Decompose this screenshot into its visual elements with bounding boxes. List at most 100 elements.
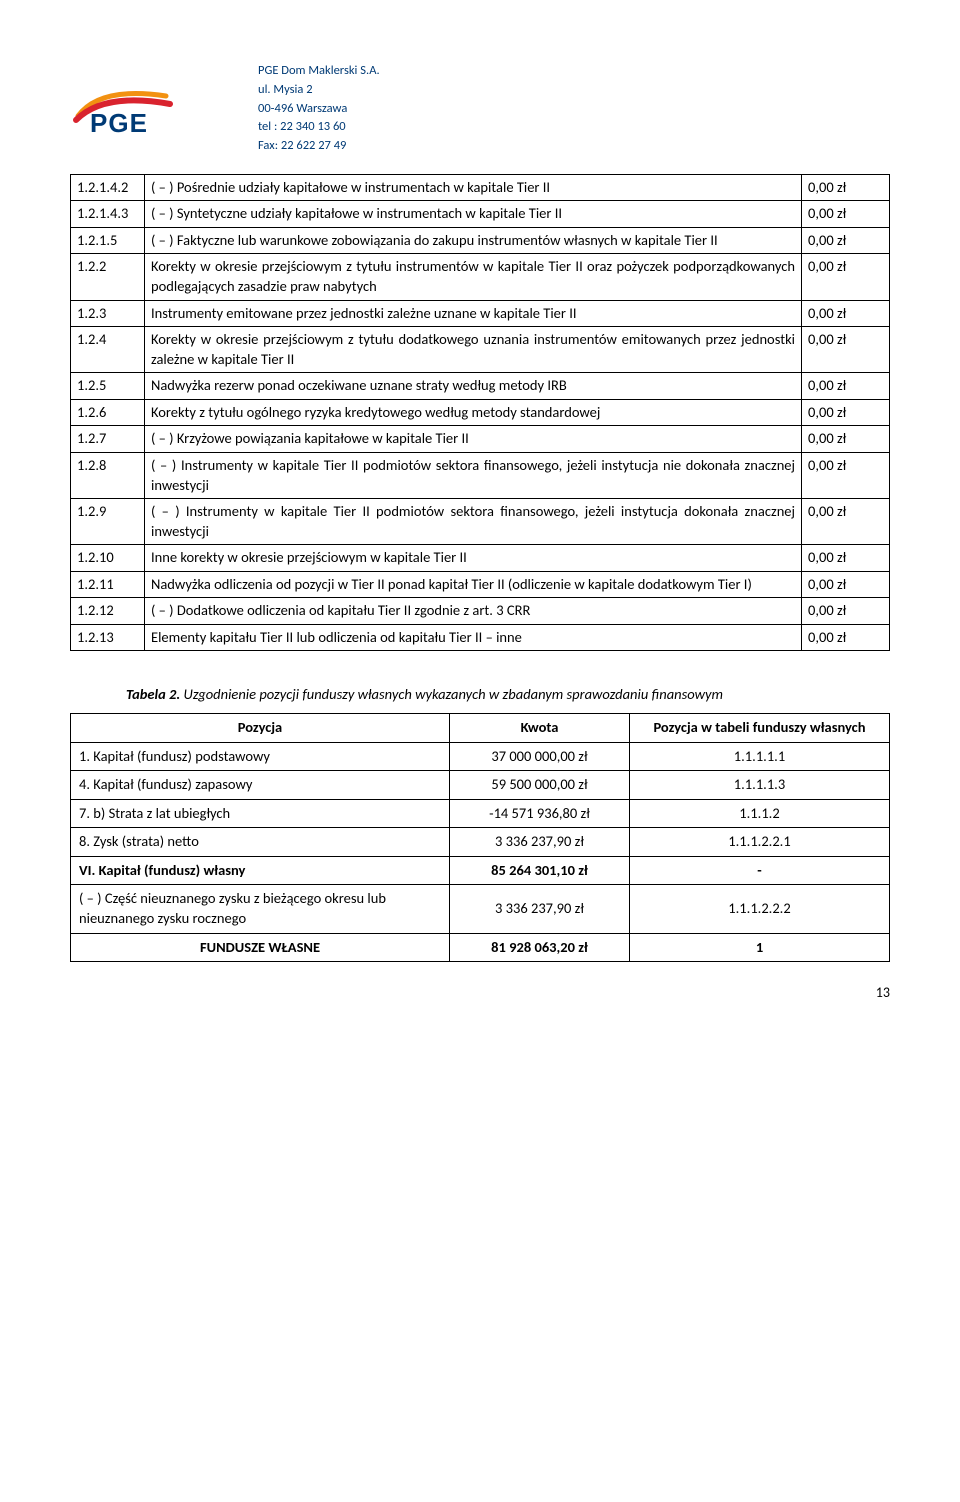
page-number: 13 — [70, 984, 890, 1003]
row-number: 1.2.7 — [71, 426, 145, 453]
table-row: 1.2.6Korekty z tytułu ogólnego ryzyka kr… — [71, 399, 890, 426]
recon-kwota: 85 264 301,10 zł — [450, 856, 630, 885]
recon-pozycja: 8. Zysk (strata) netto — [71, 828, 450, 857]
row-number: 1.2.6 — [71, 399, 145, 426]
table-row: 7. b) Strata z lat ubiegłych-14 571 936,… — [71, 799, 890, 828]
table-row: VI. Kapitał (fundusz) własny85 264 301,1… — [71, 856, 890, 885]
table-row: 1.2.2Korekty w okresie przejściowym z ty… — [71, 254, 890, 300]
recon-pozycja: 7. b) Strata z lat ubiegłych — [71, 799, 450, 828]
table-row: 1.2.8( – ) Instrumenty w kapitale Tier I… — [71, 452, 890, 498]
row-amount: 0,00 zł — [802, 254, 890, 300]
recon-ref: 1.1.1.1.1 — [630, 742, 890, 771]
row-amount: 0,00 zł — [802, 174, 890, 201]
recon-ref: 1 — [630, 933, 890, 962]
recon-pozycja: VI. Kapitał (fundusz) własny — [71, 856, 450, 885]
recon-kwota: 81 928 063,20 zł — [450, 933, 630, 962]
caption-label: Tabela 2. — [126, 685, 180, 703]
recon-kwota: 3 336 237,90 zł — [450, 828, 630, 857]
table-row: 1.2.9( – ) Instrumenty w kapitale Tier I… — [71, 499, 890, 545]
row-amount: 0,00 zł — [802, 545, 890, 572]
table2-caption: Tabela 2. Uzgodnienie pozycji funduszy w… — [70, 685, 890, 705]
tier2-table: 1.2.1.4.2( – ) Pośrednie udziały kapitał… — [70, 174, 890, 652]
recon-pozycja: ( – ) Część nieuznanego zysku z bieżąceg… — [71, 885, 450, 933]
row-description: ( – ) Instrumenty w kapitale Tier II pod… — [145, 499, 802, 545]
row-amount: 0,00 zł — [802, 426, 890, 453]
reconciliation-table: Pozycja Kwota Pozycja w tabeli funduszy … — [70, 713, 890, 962]
table-row: 1.2.7( – ) Krzyżowe powiązania kapitałow… — [71, 426, 890, 453]
row-number: 1.2.12 — [71, 598, 145, 625]
row-number: 1.2.1.4.3 — [71, 201, 145, 228]
row-description: ( – ) Pośrednie udziały kapitałowe w ins… — [145, 174, 802, 201]
recon-ref: 1.1.1.2 — [630, 799, 890, 828]
row-amount: 0,00 zł — [802, 300, 890, 327]
row-amount: 0,00 zł — [802, 499, 890, 545]
row-description: Inne korekty w okresie przejściowym w ka… — [145, 545, 802, 572]
row-description: ( – ) Faktyczne lub warunkowe zobowiązan… — [145, 227, 802, 254]
table-row: 1.2.4Korekty w okresie przejściowym z ty… — [71, 327, 890, 373]
recon-ref: 1.1.1.2.2.1 — [630, 828, 890, 857]
caption-text: Uzgodnienie pozycji funduszy własnych wy… — [180, 685, 723, 703]
table-row: 4. Kapitał (fundusz) zapasowy59 500 000,… — [71, 771, 890, 800]
table-row: 1.2.3Instrumenty emitowane przez jednost… — [71, 300, 890, 327]
street: ul. Mysia 2 — [258, 81, 380, 100]
company-name: PGE Dom Maklerski S.A. — [258, 62, 380, 81]
recon-pozycja: 4. Kapitał (fundusz) zapasowy — [71, 771, 450, 800]
row-description: Nadwyżka odliczenia od pozycji w Tier II… — [145, 571, 802, 598]
table-row: ( – ) Część nieuznanego zysku z bieżąceg… — [71, 885, 890, 933]
row-description: ( – ) Dodatkowe odliczenia od kapitału T… — [145, 598, 802, 625]
row-description: Korekty w okresie przejściowym z tytułu … — [145, 254, 802, 300]
table-row: 1.2.12( – ) Dodatkowe odliczenia od kapi… — [71, 598, 890, 625]
row-number: 1.2.3 — [71, 300, 145, 327]
row-amount: 0,00 zł — [802, 327, 890, 373]
row-number: 1.2.1.5 — [71, 227, 145, 254]
row-description: Korekty z tytułu ogólnego ryzyka kredyto… — [145, 399, 802, 426]
row-amount: 0,00 zł — [802, 452, 890, 498]
row-number: 1.2.2 — [71, 254, 145, 300]
row-amount: 0,00 zł — [802, 399, 890, 426]
table-row: 1.2.1.4.2( – ) Pośrednie udziały kapitał… — [71, 174, 890, 201]
row-amount: 0,00 zł — [802, 373, 890, 400]
row-number: 1.2.4 — [71, 327, 145, 373]
recon-ref: 1.1.1.1.3 — [630, 771, 890, 800]
recon-kwota: -14 571 936,80 zł — [450, 799, 630, 828]
row-description: Instrumenty emitowane przez jednostki za… — [145, 300, 802, 327]
recon-ref: 1.1.1.2.2.2 — [630, 885, 890, 933]
row-number: 1.2.13 — [71, 624, 145, 651]
table-row: 8. Zysk (strata) netto3 336 237,90 zł1.1… — [71, 828, 890, 857]
table-row: 1. Kapitał (fundusz) podstawowy37 000 00… — [71, 742, 890, 771]
row-amount: 0,00 zł — [802, 201, 890, 228]
recon-pozycja: FUNDUSZE WŁASNE — [71, 933, 450, 962]
recon-ref: - — [630, 856, 890, 885]
city: 00-496 Warszawa — [258, 100, 380, 119]
row-amount: 0,00 zł — [802, 227, 890, 254]
row-amount: 0,00 zł — [802, 598, 890, 625]
row-description: ( – ) Syntetyczne udziały kapitałowe w i… — [145, 201, 802, 228]
row-number: 1.2.5 — [71, 373, 145, 400]
row-amount: 0,00 zł — [802, 624, 890, 651]
row-number: 1.2.1.4.2 — [71, 174, 145, 201]
recon-kwota: 3 336 237,90 zł — [450, 885, 630, 933]
fax: Fax: 22 622 27 49 — [258, 137, 380, 156]
table-row: FUNDUSZE WŁASNE81 928 063,20 zł1 — [71, 933, 890, 962]
address-block: PGE Dom Maklerski S.A. ul. Mysia 2 00-49… — [258, 62, 380, 156]
letterhead: PGE PGE Dom Maklerski S.A. ul. Mysia 2 0… — [70, 40, 890, 156]
svg-text:PGE: PGE — [90, 108, 148, 138]
row-number: 1.2.8 — [71, 452, 145, 498]
logo: PGE — [70, 80, 188, 138]
table-row: 1.2.1.4.3( – ) Syntetyczne udziały kapit… — [71, 201, 890, 228]
row-description: Elementy kapitału Tier II lub odliczenia… — [145, 624, 802, 651]
row-description: Nadwyżka rezerw ponad oczekiwane uznane … — [145, 373, 802, 400]
recon-kwota: 37 000 000,00 zł — [450, 742, 630, 771]
row-description: ( – ) Krzyżowe powiązania kapitałowe w k… — [145, 426, 802, 453]
recon-header-pozycja: Pozycja — [71, 714, 450, 743]
recon-kwota: 59 500 000,00 zł — [450, 771, 630, 800]
table-row: 1.2.1.5( – ) Faktyczne lub warunkowe zob… — [71, 227, 890, 254]
row-number: 1.2.11 — [71, 571, 145, 598]
row-amount: 0,00 zł — [802, 571, 890, 598]
recon-pozycja: 1. Kapitał (fundusz) podstawowy — [71, 742, 450, 771]
table-row: 1.2.11Nadwyżka odliczenia od pozycji w T… — [71, 571, 890, 598]
table-row: 1.2.10Inne korekty w okresie przejściowy… — [71, 545, 890, 572]
table-row: 1.2.13Elementy kapitału Tier II lub odli… — [71, 624, 890, 651]
table-row: 1.2.5Nadwyżka rezerw ponad oczekiwane uz… — [71, 373, 890, 400]
row-description: ( – ) Instrumenty w kapitale Tier II pod… — [145, 452, 802, 498]
